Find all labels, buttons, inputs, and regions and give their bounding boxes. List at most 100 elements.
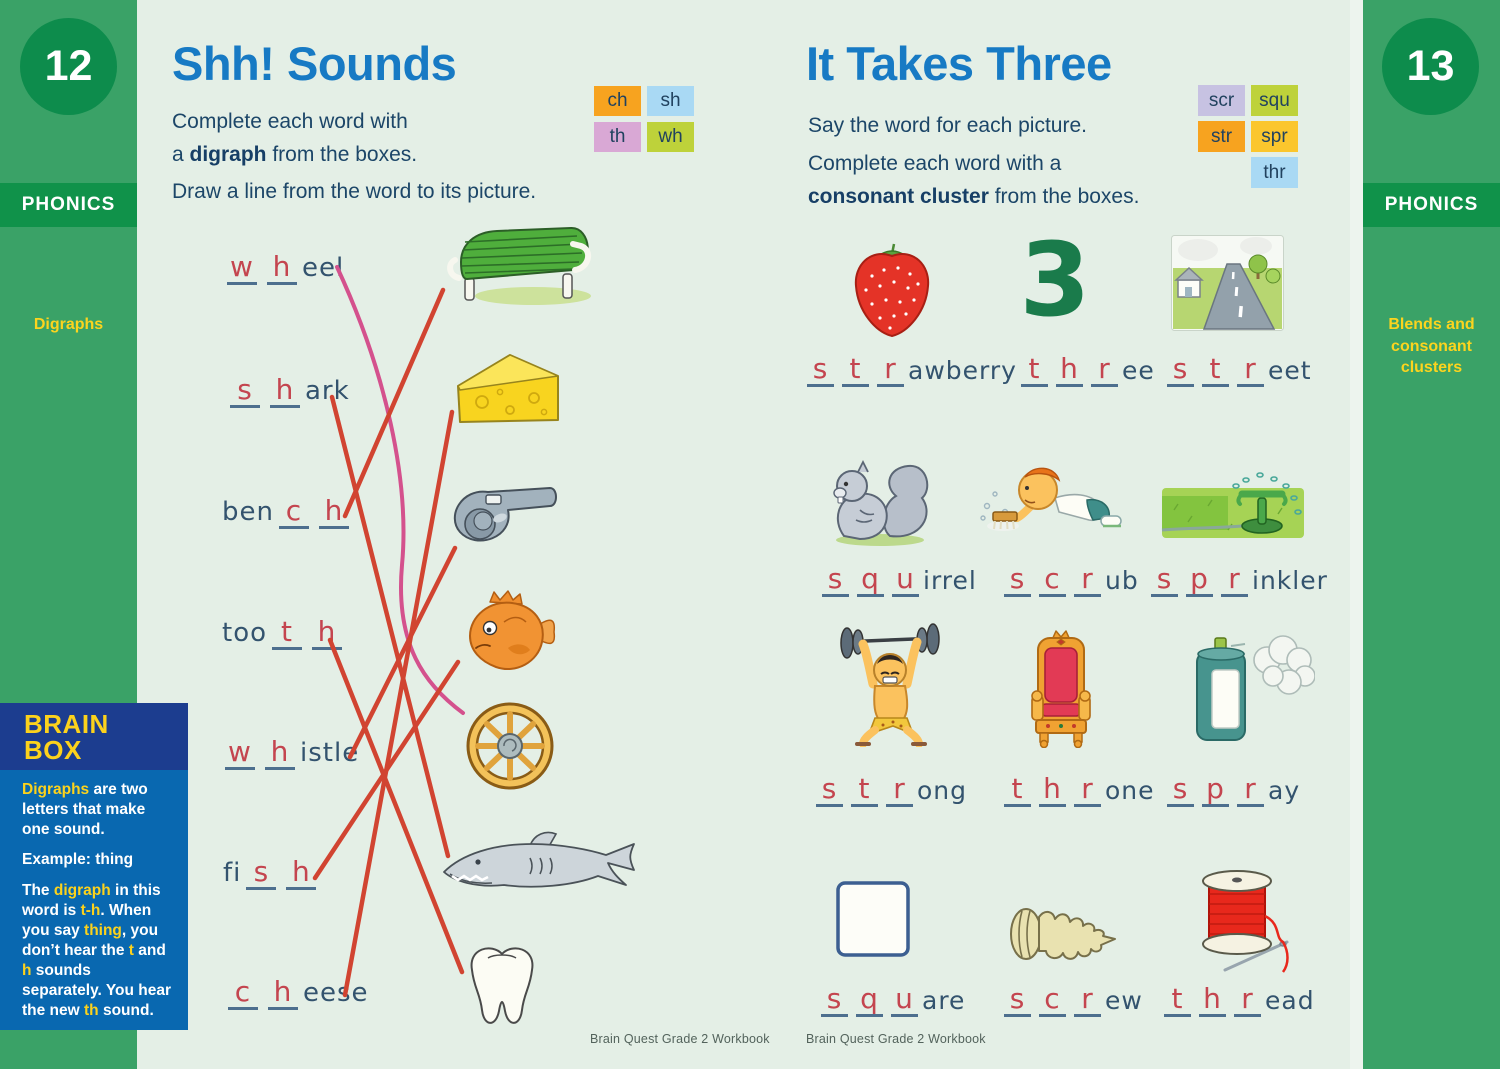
answer-letter: c <box>1039 980 1066 1017</box>
word-bench: ben c h <box>222 492 354 529</box>
answer-letter: h <box>265 733 295 770</box>
right-instruction-2-line2: from the boxes. <box>988 184 1140 208</box>
word-thread: t h r ead <box>1160 980 1315 1017</box>
left-page-number-badge: 12 <box>20 18 117 115</box>
right-instruction-1: Say the word for each picture. <box>808 114 1087 137</box>
answer-letter: r <box>1237 770 1264 807</box>
right-page-footer: Brain Quest Grade 2 Workbook <box>806 1032 986 1046</box>
answer-letter: h <box>286 853 317 890</box>
thread-picture <box>1195 866 1290 978</box>
answer-letter: t <box>842 350 869 387</box>
answer-letter: s <box>1004 560 1031 597</box>
right-page-number-badge: 13 <box>1382 18 1479 115</box>
word-ending: inkler <box>1252 566 1328 595</box>
word-ending: ay <box>1268 776 1301 805</box>
answer-letter: r <box>1237 350 1264 387</box>
right-page-number: 13 <box>1406 42 1455 90</box>
left-page-footer: Brain Quest Grade 2 Workbook <box>590 1032 770 1046</box>
answer-letter: r <box>886 770 913 807</box>
word-spray: s p r ay <box>1163 770 1300 807</box>
answer-letter: u <box>891 980 918 1017</box>
answer-letter: t <box>1004 770 1031 807</box>
word-whistle: w h istle <box>220 733 359 770</box>
answer-letter: r <box>1221 560 1248 597</box>
answer-letter: r <box>1234 980 1261 1017</box>
strongman-picture <box>835 622 945 747</box>
word-scrub: s c r ub <box>1000 560 1139 597</box>
digraph-box-ch: ch <box>594 86 641 116</box>
answer-letter: r <box>1074 980 1101 1017</box>
word-three: t h r ee <box>1017 350 1155 387</box>
word-ending: ark <box>305 376 350 406</box>
answer-letter: s <box>821 980 848 1017</box>
wheel-picture <box>460 700 560 792</box>
answer-line-tooth <box>327 637 465 975</box>
answer-letter: s <box>822 560 849 597</box>
brain-box-body: Digraphs are two letters that make one s… <box>0 770 188 1030</box>
answer-letter: p <box>1202 770 1229 807</box>
answer-letter: s <box>816 770 843 807</box>
fish-picture <box>456 588 558 678</box>
answer-letter: s <box>230 371 260 408</box>
spray-can-picture <box>1185 632 1315 747</box>
answer-letter: w <box>225 733 255 770</box>
word-ending: ee <box>1122 356 1155 385</box>
word-ending: ew <box>1105 986 1143 1015</box>
word-beginning: too <box>222 618 268 648</box>
answer-letter: t <box>1164 980 1191 1017</box>
left-instruction-1-line2-b: from the boxes. <box>266 142 418 166</box>
answer-letter: s <box>1167 770 1194 807</box>
answer-letter: r <box>1074 770 1101 807</box>
cluster-box-thr: thr <box>1251 157 1298 188</box>
squirrel-picture <box>830 452 935 547</box>
answer-letter: t <box>272 613 303 650</box>
shark-picture <box>438 828 650 898</box>
word-fish: fi s h <box>223 853 321 890</box>
brain-box-title-line1: BRAIN <box>24 709 109 739</box>
bench-picture <box>445 222 605 307</box>
word-square: s q u are <box>817 980 965 1017</box>
answer-letter: c <box>278 492 309 529</box>
word-strong: s t r ong <box>812 770 967 807</box>
word-screw: s c r ew <box>1000 980 1143 1017</box>
square-picture <box>833 878 913 960</box>
word-ending: eel <box>302 253 345 283</box>
number-3-picture: 3 <box>1019 221 1091 340</box>
digraph-box-wh: wh <box>647 122 694 152</box>
digraph-boxes: ch sh th wh <box>594 86 694 152</box>
throne-picture <box>1028 628 1094 748</box>
brain-box-paragraph-2: Example: thing <box>22 851 134 869</box>
sprinkler-picture <box>1158 470 1308 542</box>
page-edge-shadow <box>1350 0 1363 1069</box>
word-ending: awberry <box>908 356 1017 385</box>
word-street: s t r eet <box>1163 350 1312 387</box>
answer-letter: q <box>856 980 883 1017</box>
answer-letter: s <box>807 350 834 387</box>
answer-line-cheese <box>342 409 455 998</box>
brain-box-paragraph-3: The digraph in this word is t-h. When yo… <box>22 881 172 1020</box>
word-wheel: w h eel <box>222 248 344 285</box>
word-ending: one <box>1105 776 1155 805</box>
word-beginning: ben <box>222 497 274 527</box>
left-instruction-1-line1: Complete each word with <box>172 110 408 133</box>
street-picture <box>1170 234 1285 332</box>
word-ending: are <box>922 986 966 1015</box>
word-shark: s h ark <box>225 371 350 408</box>
strawberry-picture <box>852 240 932 340</box>
answer-letter: c <box>228 973 258 1010</box>
answer-letter: q <box>857 560 884 597</box>
cluster-box-scr: scr <box>1198 85 1245 116</box>
word-beginning: fi <box>223 858 242 888</box>
word-squirrel: s q u irrel <box>818 560 977 597</box>
answer-letter: t <box>1202 350 1229 387</box>
whistle-picture <box>448 480 563 552</box>
digraph-box-sh: sh <box>647 86 694 116</box>
right-instruction-2: Complete each word with a consonant clus… <box>808 148 1139 213</box>
word-ending: istle <box>300 738 360 768</box>
answer-letter: c <box>1039 560 1066 597</box>
cluster-box-str: str <box>1198 121 1245 152</box>
answer-letter: s <box>1151 560 1178 597</box>
answer-letter: t <box>851 770 878 807</box>
answer-letter: s <box>1167 350 1194 387</box>
